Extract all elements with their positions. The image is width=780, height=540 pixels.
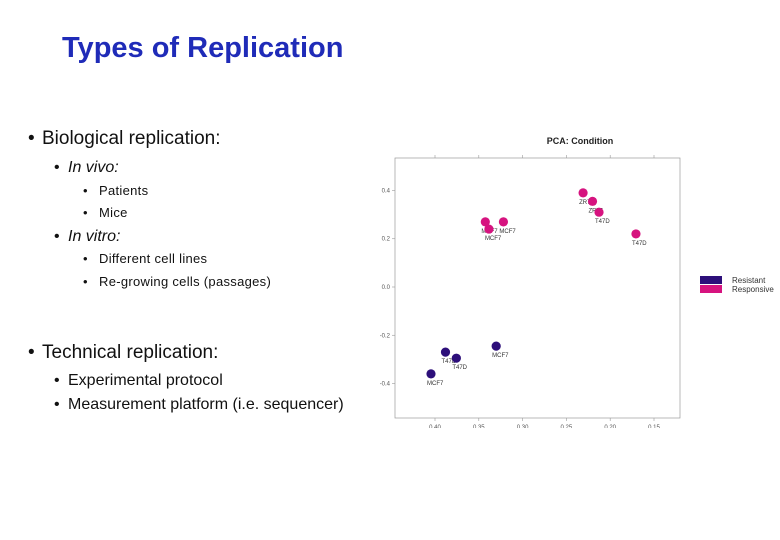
x-tick-label: 0.15 (648, 425, 660, 428)
bullet-in-vitro: • In vitro: (54, 228, 120, 246)
pca-chart: PCA: Condition 0.4 0.2 0.0 -0.2 -0.4 0.40 0.3… (380, 136, 774, 428)
point-label: T47D (595, 219, 610, 225)
data-point (578, 188, 588, 198)
plot-frame (394, 157, 681, 419)
bullet-dot: • (28, 342, 35, 363)
data-point (491, 341, 501, 351)
bullet-text: Mice (99, 205, 128, 220)
x-tick-label: 0.20 (604, 425, 616, 428)
point-label: ZR75 (579, 200, 594, 206)
bullet-text: In vitro: (68, 228, 121, 245)
legend-label: Resistant (732, 276, 766, 285)
y-tick-label: 0.2 (382, 237, 391, 243)
bullet-biological: • Biological replication: (28, 128, 221, 150)
bullet-dot: • (83, 251, 88, 266)
point-label: MCF7 (492, 353, 509, 359)
point-label: T47D (452, 365, 467, 371)
bullet-dot: • (83, 205, 88, 220)
bullet-protocol: • Experimental protocol (54, 372, 223, 390)
bullet-text: Different cell lines (99, 251, 208, 266)
bullet-dot: • (83, 183, 88, 198)
point-label: T47D (632, 241, 647, 247)
bullet-text: Measurement platform (i.e. sequencer) (68, 396, 344, 413)
point-label: MCF7 (427, 381, 444, 387)
data-point (484, 224, 494, 234)
bullet-cell-lines: • Different cell lines (83, 251, 207, 266)
y-tick-label: 0.0 (382, 285, 391, 291)
chart-title: PCA: Condition (547, 136, 614, 146)
bullet-text: In vivo: (68, 159, 119, 176)
data-point (594, 207, 604, 217)
bullet-in-vivo: • In vivo: (54, 159, 119, 177)
legend-swatch (700, 276, 722, 284)
data-point (480, 217, 490, 227)
legend-label: Responsive (732, 285, 774, 294)
y-tick-label: 0.4 (382, 188, 391, 194)
x-tick-label: 0.25 (561, 425, 573, 428)
x-tick-label: 0.40 (429, 425, 441, 428)
y-axis: 0.4 0.2 0.0 -0.2 -0.4 (380, 188, 395, 388)
legend-swatch (700, 285, 722, 293)
bullet-dot: • (54, 372, 60, 389)
data-point (426, 369, 436, 379)
bullet-technical: • Technical replication: (28, 342, 218, 364)
bullet-text: Patients (99, 183, 149, 198)
data-point (440, 347, 451, 357)
y-tick-label: -0.4 (380, 382, 391, 388)
bullet-dot: • (54, 159, 60, 176)
bullet-text: Experimental protocol (68, 372, 223, 389)
data-point (498, 217, 509, 227)
bullet-patients: • Patients (83, 183, 148, 198)
data-point (587, 196, 598, 206)
data-point (451, 353, 461, 363)
bullet-dot: • (28, 128, 35, 149)
data-points: MCF7T47DT47DMCF7MCF7MCF7MCF7ZR75ZR75T47D… (426, 188, 647, 387)
bullet-text: Re-growing cells (passages) (99, 274, 272, 289)
bullet-dot: • (83, 274, 88, 289)
bullet-dot: • (54, 396, 60, 413)
x-axis: 0.40 0.35 0.30 0.25 0.20 0.15 (429, 155, 660, 428)
data-point (631, 229, 641, 239)
bullet-mice: • Mice (83, 205, 128, 220)
bullet-text: Biological replication: (42, 128, 221, 149)
bullet-text: Technical replication: (42, 342, 219, 363)
point-label: MCF7 (485, 236, 502, 242)
x-tick-label: 0.35 (473, 425, 485, 428)
y-tick-label: -0.2 (380, 333, 391, 339)
point-label: T47D (441, 359, 456, 365)
bullet-regrowing: • Re-growing cells (passages) (83, 274, 271, 289)
bullet-platform: • Measurement platform (i.e. sequencer) (54, 396, 344, 414)
point-label: MCF7 (499, 229, 516, 235)
bullet-dot: • (54, 228, 60, 245)
x-tick-label: 0.30 (517, 425, 529, 428)
slide-title: Types of Replication (62, 32, 344, 64)
